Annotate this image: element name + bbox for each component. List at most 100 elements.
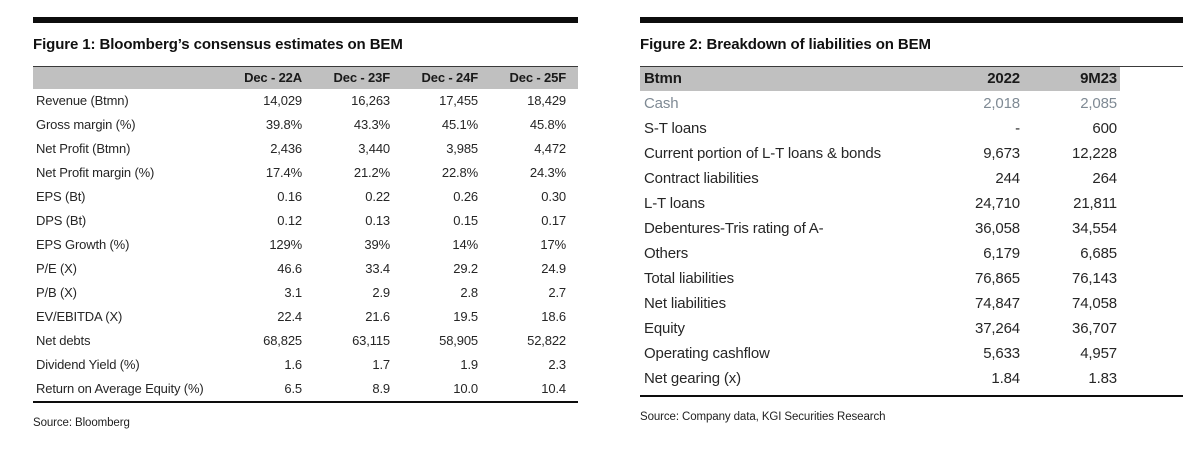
row-value: 10.0 bbox=[453, 381, 478, 396]
row-label: P/B (X) bbox=[36, 285, 77, 300]
row-value: 10.4 bbox=[541, 381, 566, 396]
row-value: 14,029 bbox=[263, 93, 302, 108]
figure1-header-cell: Dec - 23F bbox=[333, 70, 391, 85]
row-value: 0.17 bbox=[541, 213, 566, 228]
row-value: 34,554 bbox=[1072, 220, 1117, 237]
row-value: 37,264 bbox=[975, 320, 1020, 337]
row-label: EPS Growth (%) bbox=[36, 237, 130, 252]
row-value: 68,825 bbox=[263, 333, 302, 348]
row-label: Net debts bbox=[36, 333, 91, 348]
row-value: 63,115 bbox=[352, 333, 390, 348]
row-value: 74,847 bbox=[975, 295, 1020, 312]
row-value: 58,905 bbox=[439, 333, 478, 348]
row-label: Debentures-Tris rating of A- bbox=[644, 220, 824, 237]
figure1-table-row: Gross margin (%) 39.8% 43.3% 45.1% 45.8% bbox=[33, 113, 578, 137]
row-value: 76,865 bbox=[975, 270, 1020, 287]
figure1-header-cell: Dec - 24F bbox=[421, 70, 479, 85]
row-label: Net liabilities bbox=[644, 295, 726, 312]
row-label: Dividend Yield (%) bbox=[36, 357, 140, 372]
row-value: 1.83 bbox=[1088, 370, 1117, 387]
row-label: L-T loans bbox=[644, 195, 705, 212]
figure2-top-bar bbox=[640, 17, 1183, 23]
figure1-top-bar bbox=[33, 17, 578, 23]
figure1-table-row: EPS (Bt) 0.16 0.22 0.26 0.30 bbox=[33, 185, 578, 209]
row-value: 36,707 bbox=[1072, 320, 1117, 337]
figure2-title-rule bbox=[640, 66, 1183, 67]
row-value: 36,058 bbox=[975, 220, 1020, 237]
row-value: 2.8 bbox=[460, 285, 478, 300]
row-value: 24.9 bbox=[541, 261, 566, 276]
row-value: 0.12 bbox=[277, 213, 302, 228]
row-value: 12,228 bbox=[1072, 145, 1117, 162]
row-value: 1.7 bbox=[372, 357, 390, 372]
row-value: 29.2 bbox=[453, 261, 478, 276]
figure2-header-row: Btmn 2022 9M23 bbox=[640, 67, 1120, 91]
row-label: Return on Average Equity (%) bbox=[36, 381, 204, 396]
figure2-table-row: Others 6,179 6,685 bbox=[640, 241, 1120, 266]
figure2-header-cell: Btmn bbox=[644, 70, 682, 87]
row-value: 1.9 bbox=[460, 357, 478, 372]
row-label: Cash bbox=[644, 95, 679, 112]
figure2-bottom-rule bbox=[640, 395, 1183, 397]
figure2-table-row: Equity 37,264 36,707 bbox=[640, 316, 1120, 341]
row-value: 16,263 bbox=[351, 93, 390, 108]
figure1-header-row: Dec - 22A Dec - 23F Dec - 24F Dec - 25F bbox=[33, 67, 578, 89]
row-value: 4,472 bbox=[534, 141, 566, 156]
row-value: 18.6 bbox=[541, 309, 566, 324]
row-value: 3,985 bbox=[446, 141, 478, 156]
figure1-table-row: Net Profit (Btmn) 2,436 3,440 3,985 4,472 bbox=[33, 137, 578, 161]
row-value: 74,058 bbox=[1072, 295, 1117, 312]
figure1-table-row: EPS Growth (%) 129% 39% 14% 17% bbox=[33, 233, 578, 257]
figure1-header-cell bbox=[33, 67, 226, 89]
row-value: 24,710 bbox=[975, 195, 1020, 212]
row-label: Net Profit margin (%) bbox=[36, 165, 155, 180]
figure1-table-row: DPS (Bt) 0.12 0.13 0.15 0.17 bbox=[33, 209, 578, 233]
figure1-table-row: Net Profit margin (%) 17.4% 21.2% 22.8% 24.3… bbox=[33, 161, 578, 185]
row-label: Net gearing (x) bbox=[644, 370, 741, 387]
row-value: 2,018 bbox=[983, 95, 1020, 112]
row-value: 264 bbox=[1092, 170, 1117, 187]
row-value: 39% bbox=[364, 237, 390, 252]
figure2-table-row: L-T loans 24,710 21,811 bbox=[640, 191, 1120, 216]
row-value: 45.1% bbox=[441, 117, 478, 132]
figure1-table-body: Revenue (Btmn) 14,029 16,263 17,455 18,429 Gr… bbox=[33, 89, 578, 401]
row-label: Current portion of L-T loans & bonds bbox=[644, 145, 881, 162]
row-value: 4,957 bbox=[1080, 345, 1117, 362]
row-value: 24.3% bbox=[529, 165, 566, 180]
row-value: 0.15 bbox=[453, 213, 478, 228]
figure1-title: Figure 1: Bloomberg’s consensus estimate… bbox=[33, 36, 403, 53]
row-value: 0.30 bbox=[541, 189, 566, 204]
row-value: 2.3 bbox=[548, 357, 566, 372]
row-value: 8.9 bbox=[372, 381, 390, 396]
figure2-table-row: S-T loans - 600 bbox=[640, 116, 1120, 141]
row-value: 17.4% bbox=[265, 165, 302, 180]
row-label: P/E (X) bbox=[36, 261, 77, 276]
figure2-header-cell: 9M23 bbox=[1080, 70, 1117, 87]
row-value: 43.3% bbox=[353, 117, 390, 132]
figure2-title: Figure 2: Breakdown of liabilities on BE… bbox=[640, 36, 931, 53]
row-label: DPS (Bt) bbox=[36, 213, 87, 228]
row-value: 2,085 bbox=[1080, 95, 1117, 112]
figure2-table-row: Operating cashflow 5,633 4,957 bbox=[640, 341, 1120, 366]
figure1-header-cell: Dec - 22A bbox=[244, 70, 302, 85]
row-value: 129% bbox=[269, 237, 302, 252]
row-label: Revenue (Btmn) bbox=[36, 93, 129, 108]
figure2-table-row: Cash 2,018 2,085 bbox=[640, 91, 1120, 116]
row-value: - bbox=[1015, 120, 1020, 137]
row-label: EPS (Bt) bbox=[36, 189, 86, 204]
row-value: 76,143 bbox=[1072, 270, 1117, 287]
row-label: Equity bbox=[644, 320, 685, 337]
row-label: Operating cashflow bbox=[644, 345, 770, 362]
row-value: 21.2% bbox=[353, 165, 390, 180]
figure2-table-row: Current portion of L-T loans & bonds 9,67… bbox=[640, 141, 1120, 166]
figure1-bottom-rule bbox=[33, 401, 578, 403]
figure2-table-row: Debentures-Tris rating of A- 36,058 34,554 bbox=[640, 216, 1120, 241]
row-value: 9,673 bbox=[983, 145, 1020, 162]
row-value: 600 bbox=[1092, 120, 1117, 137]
figure2-table-row: Net gearing (x) 1.84 1.83 bbox=[640, 366, 1120, 391]
row-value: 6,685 bbox=[1080, 245, 1117, 262]
row-label: Contract liabilities bbox=[644, 170, 759, 187]
row-label: Total liabilities bbox=[644, 270, 734, 287]
row-value: 39.8% bbox=[265, 117, 302, 132]
row-value: 18,429 bbox=[527, 93, 566, 108]
